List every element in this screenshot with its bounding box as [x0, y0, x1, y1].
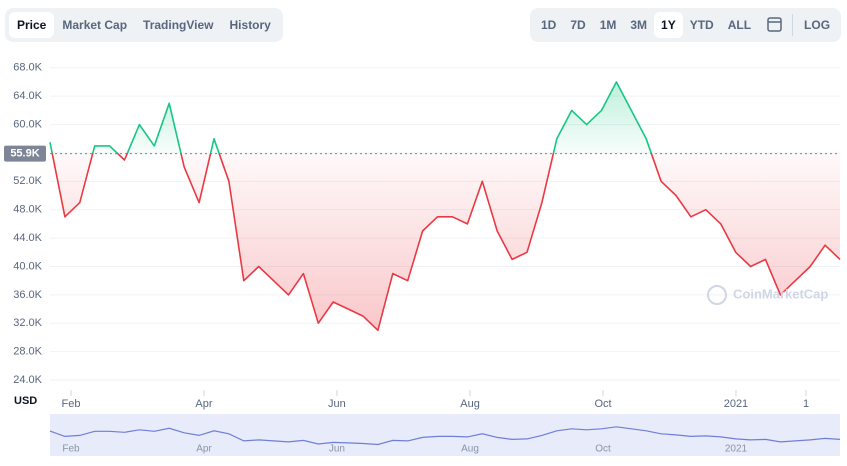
range-button[interactable]: 1D	[541, 18, 557, 32]
watermark: CoinMarketCap	[733, 286, 828, 301]
tab[interactable]: TradingView	[143, 18, 214, 32]
x-tick-label: Apr	[195, 398, 212, 410]
price-line	[49, 81, 841, 332]
range-button[interactable]: 3M	[630, 18, 648, 32]
watermark-logo	[707, 285, 727, 305]
range-bar: 1D 7D 1M 3M 1Y YTD ALL LOG	[530, 8, 841, 42]
range-button[interactable]: 1M	[599, 18, 617, 32]
y-tick-label: 24.0K	[13, 374, 42, 386]
range-button[interactable]: YTD	[689, 18, 714, 32]
range-button[interactable]: 1Y	[654, 12, 683, 38]
range-button[interactable]: 7D	[570, 18, 586, 32]
navigator-label: Apr	[196, 444, 212, 455]
range-button[interactable]: ALL	[727, 18, 752, 32]
y-tick-label: 44.0K	[13, 232, 42, 244]
navigator-label: Aug	[461, 444, 479, 455]
log-button[interactable]: LOG	[804, 18, 831, 32]
y-tick-label: 60.0K	[13, 118, 42, 130]
x-tick-label: 1	[803, 398, 809, 410]
tab[interactable]: History	[229, 18, 271, 32]
separator	[792, 14, 794, 36]
y-tick-label: 36.0K	[13, 289, 42, 301]
y-tick-label: 32.0K	[13, 317, 42, 329]
calendar-icon[interactable]	[762, 15, 788, 35]
y-tick-label: 28.0K	[13, 346, 42, 358]
baseline-label: 55.9K	[10, 148, 39, 160]
x-tick-label: Oct	[594, 398, 611, 410]
baseline-label-bg	[4, 145, 46, 162]
y-tick-label: 56.0K	[13, 147, 42, 159]
tab[interactable]: Market Cap	[62, 18, 128, 32]
y-tick-label: 64.0K	[13, 90, 42, 102]
y-tick-label: 52.0K	[13, 175, 42, 187]
navigator-label: Oct	[595, 444, 611, 455]
tab-bar: Price Market Cap TradingView History	[5, 8, 283, 42]
tab[interactable]: Price	[9, 12, 55, 38]
x-tick-label: 2021	[724, 398, 748, 410]
y-tick-label: 40.0K	[13, 260, 42, 272]
navigator-line	[49, 426, 841, 446]
currency-label: USD	[14, 395, 37, 407]
navigator-label: Feb	[62, 444, 80, 455]
navigator-label: 2021	[725, 444, 748, 455]
y-tick-label: 48.0K	[13, 204, 42, 216]
x-tick-label: Aug	[460, 398, 480, 410]
navigator-bg	[50, 414, 840, 456]
x-tick-label: Jun	[328, 398, 346, 410]
x-tick-label: Feb	[62, 398, 81, 410]
y-tick-label: 68.0K	[13, 62, 42, 74]
navigator-label: Jun	[329, 444, 345, 455]
area	[50, 82, 840, 331]
